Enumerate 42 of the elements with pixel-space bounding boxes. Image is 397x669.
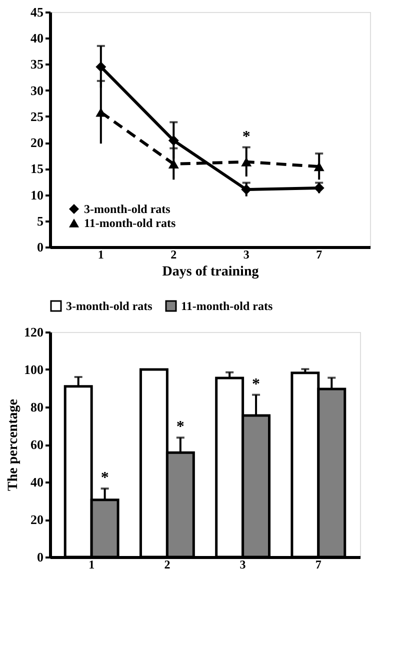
x-tick-label: 2: [164, 558, 170, 572]
annotation: *: [100, 470, 109, 487]
x-axis-title: Days of training: [162, 264, 259, 280]
y-tick-label: 40: [30, 474, 44, 490]
y-axis-title: The percentage: [6, 399, 21, 491]
y-tick-label: 40: [30, 30, 44, 46]
point: [96, 62, 106, 72]
y-tick-label: 0: [37, 550, 44, 564]
y-tick-label: 100: [24, 362, 44, 377]
y-tick-label: 30: [30, 82, 44, 98]
y-tick-label: 20: [30, 135, 44, 150]
legend-label: 11-month-old rats: [84, 216, 176, 230]
point: [96, 108, 106, 117]
y-tick-label: 45: [30, 4, 44, 20]
point: [241, 157, 252, 166]
point: [241, 184, 252, 195]
x-tick-label: 1: [88, 558, 95, 572]
x-tick-label: 7: [315, 558, 322, 572]
legend-label: 11-month-old rats: [181, 299, 273, 313]
y-tick-label: 60: [30, 437, 44, 452]
point: [168, 135, 179, 146]
legend-label: 3-month-old rats: [66, 299, 153, 313]
x-tick-label: 3: [243, 248, 250, 262]
annotation: *: [252, 376, 260, 393]
annotation: *: [242, 128, 250, 146]
x-tick-label: 7: [316, 248, 322, 262]
y-tick-label: 120: [24, 324, 44, 340]
legend-label: 3-month-old rats: [84, 202, 171, 216]
y-tick-label: 15: [30, 161, 44, 176]
y-tick-label: 0: [37, 240, 44, 254]
x-tick-label: 2: [170, 248, 177, 262]
annotation: *: [176, 418, 184, 436]
y-tick-label: 5: [37, 213, 44, 228]
point: [314, 162, 324, 172]
y-tick-label: 35: [30, 56, 44, 72]
y-tick-label: 80: [30, 400, 44, 414]
x-tick-label: 3: [240, 558, 246, 572]
x-tick-label: 1: [98, 248, 104, 262]
point: [168, 159, 179, 169]
y-tick-label: 25: [30, 108, 44, 124]
y-tick-label: 10: [30, 187, 44, 202]
y-tick-label: 20: [30, 512, 44, 527]
